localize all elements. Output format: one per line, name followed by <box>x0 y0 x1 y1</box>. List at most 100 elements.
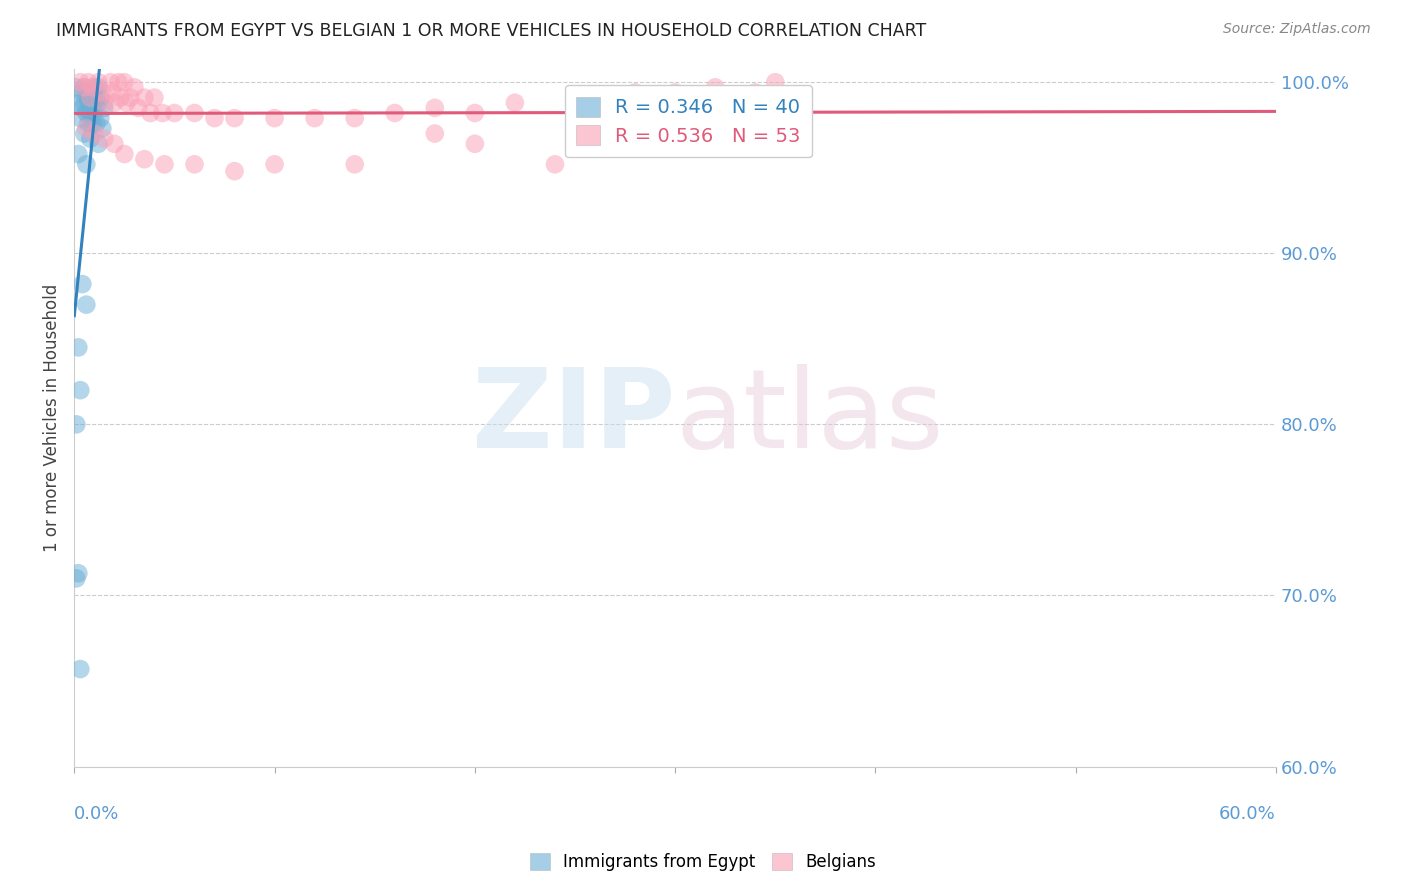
Point <box>67 566 90 581</box>
Point <box>91 121 114 136</box>
Point <box>624 86 647 100</box>
Point <box>82 90 104 104</box>
Point <box>82 80 104 95</box>
Point <box>82 116 104 130</box>
Legend: Immigrants from Egypt, Belgians: Immigrants from Egypt, Belgians <box>522 845 884 880</box>
Point <box>72 101 94 115</box>
Point <box>423 127 446 141</box>
Point <box>139 106 162 120</box>
Point <box>183 157 205 171</box>
Point <box>704 80 727 95</box>
Point <box>93 131 115 145</box>
Point <box>73 95 96 110</box>
Point <box>77 95 100 110</box>
Point <box>79 95 101 110</box>
Legend: R = 0.346   N = 40, R = 0.536   N = 53: R = 0.346 N = 40, R = 0.536 N = 53 <box>565 86 813 157</box>
Point <box>143 90 166 104</box>
Point <box>72 86 94 100</box>
Point <box>464 106 486 120</box>
Point <box>134 152 156 166</box>
Point <box>79 90 101 104</box>
Point <box>544 157 567 171</box>
Point <box>163 106 186 120</box>
Point <box>79 131 101 145</box>
Point <box>67 340 90 354</box>
Point <box>79 106 101 120</box>
Point <box>69 95 91 110</box>
Point <box>72 277 94 291</box>
Point <box>744 86 766 100</box>
Point <box>83 127 105 141</box>
Point <box>98 75 121 89</box>
Point <box>304 111 326 125</box>
Point <box>124 80 146 95</box>
Point <box>423 101 446 115</box>
Point <box>103 136 125 151</box>
Point <box>75 121 97 136</box>
Point <box>75 106 97 120</box>
Point <box>87 136 110 151</box>
Point <box>65 80 87 95</box>
Point <box>67 147 90 161</box>
Point <box>69 383 91 397</box>
Point <box>73 80 96 95</box>
Point <box>91 86 114 100</box>
Point <box>110 90 132 104</box>
Point <box>152 106 174 120</box>
Point <box>86 90 108 104</box>
Point <box>112 147 135 161</box>
Point <box>134 90 156 104</box>
Text: atlas: atlas <box>675 364 943 471</box>
Point <box>153 157 176 171</box>
Point <box>224 111 246 125</box>
Point <box>69 111 91 125</box>
Text: 60.0%: 60.0% <box>1219 805 1277 823</box>
Point <box>69 662 91 676</box>
Point <box>503 95 526 110</box>
Point <box>75 157 97 171</box>
Point <box>89 90 111 104</box>
Point <box>83 106 105 120</box>
Point <box>112 75 135 89</box>
Point <box>384 106 406 120</box>
Point <box>763 75 786 89</box>
Point <box>65 571 87 585</box>
Point <box>183 106 205 120</box>
Point <box>343 157 366 171</box>
Point <box>103 95 125 110</box>
Point <box>464 136 486 151</box>
Point <box>73 127 96 141</box>
Point <box>87 75 110 89</box>
Point <box>343 111 366 125</box>
Text: ZIP: ZIP <box>472 364 675 471</box>
Point <box>69 75 91 89</box>
Point <box>83 80 105 95</box>
Point <box>564 90 586 104</box>
Point <box>224 164 246 178</box>
Point <box>120 90 142 104</box>
Point <box>75 86 97 100</box>
Point <box>73 80 96 95</box>
Point <box>75 298 97 312</box>
Point <box>115 95 138 110</box>
Point <box>65 417 87 432</box>
Text: 0.0%: 0.0% <box>75 805 120 823</box>
Point <box>77 75 100 89</box>
Point <box>79 90 101 104</box>
Text: Source: ZipAtlas.com: Source: ZipAtlas.com <box>1223 22 1371 37</box>
Point <box>77 116 100 130</box>
Y-axis label: 1 or more Vehicles in Household: 1 or more Vehicles in Household <box>44 284 60 551</box>
Point <box>263 157 285 171</box>
Point <box>87 95 110 110</box>
Point <box>93 101 115 115</box>
Point <box>86 116 108 130</box>
Text: IMMIGRANTS FROM EGYPT VS BELGIAN 1 OR MORE VEHICLES IN HOUSEHOLD CORRELATION CHA: IMMIGRANTS FROM EGYPT VS BELGIAN 1 OR MO… <box>56 22 927 40</box>
Point <box>263 111 285 125</box>
Point <box>107 75 129 89</box>
Point <box>204 111 226 125</box>
Point <box>87 80 110 95</box>
Point <box>83 95 105 110</box>
Point <box>127 101 149 115</box>
Point <box>89 111 111 125</box>
Point <box>664 86 686 100</box>
